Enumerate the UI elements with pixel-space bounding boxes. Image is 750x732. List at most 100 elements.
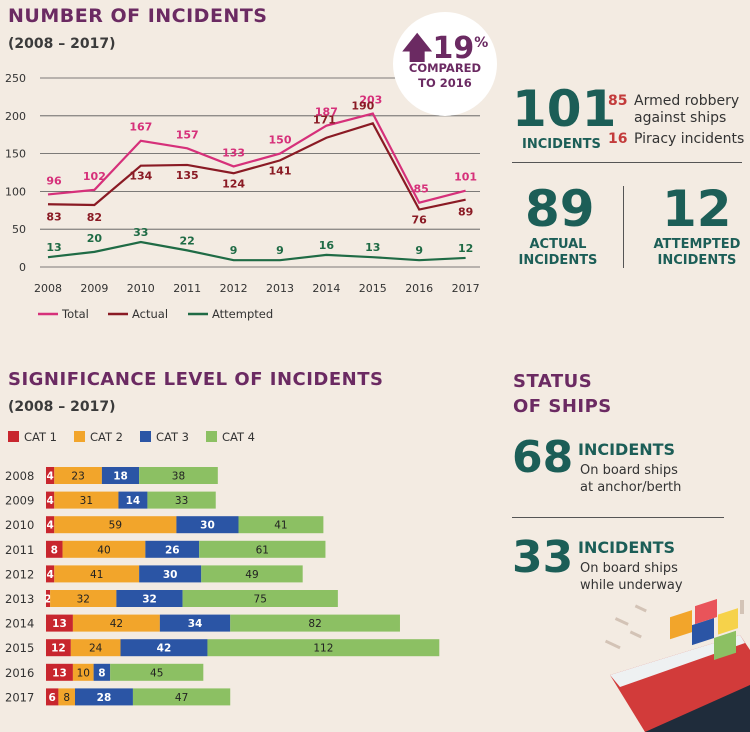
bar-segment <box>72 614 160 632</box>
bar-value-label: 4 <box>46 495 53 507</box>
data-label: 89 <box>458 206 473 219</box>
armed-robbery-label-1: Armed robbery <box>634 93 740 109</box>
y-tick-label: 150 <box>5 148 26 161</box>
container-blue <box>692 617 714 646</box>
bar-value-label: 18 <box>113 471 128 483</box>
bar-segment <box>62 540 146 558</box>
bar-value-label: 33 <box>175 495 188 507</box>
attempted-label-1: ATTEMPTED <box>653 237 741 252</box>
bar-segment <box>207 639 440 657</box>
category-label: 2009 <box>5 494 34 508</box>
data-label: 22 <box>180 234 195 247</box>
armed-robbery-label-2: against ships <box>634 110 727 126</box>
data-label: 124 <box>222 177 245 190</box>
category-label: 2012 <box>5 567 34 581</box>
data-label: 83 <box>46 210 61 223</box>
data-label: 85 <box>414 183 429 196</box>
bar-value-label: 8 <box>51 544 58 556</box>
container-ship-illustration <box>604 598 750 732</box>
attempted-label-2: INCIDENTS <box>657 253 737 268</box>
bar-segment <box>101 467 140 484</box>
ship-deck <box>610 635 745 687</box>
bar-segment <box>54 516 177 534</box>
bar-segment <box>46 540 63 558</box>
badge-value: 19 <box>432 31 475 66</box>
legend-label: Attempted <box>212 307 273 321</box>
bar-value-label: 59 <box>109 520 122 532</box>
bar-value-label: 10 <box>77 667 90 679</box>
category-label: 2011 <box>5 543 34 557</box>
bar-value-label: 28 <box>97 692 112 704</box>
data-label: 102 <box>83 170 106 183</box>
legend-label: CAT 4 <box>222 430 255 444</box>
data-label: 9 <box>276 244 284 257</box>
anchor-value: 68 <box>512 432 574 483</box>
legend-label: CAT 2 <box>90 430 123 444</box>
data-label: 9 <box>415 244 423 257</box>
bar-value-label: 32 <box>77 594 90 606</box>
bar-value-label: 8 <box>98 667 105 679</box>
bar-value-label: 14 <box>126 495 141 507</box>
badge-line1: COMPARED <box>408 61 482 75</box>
summary-vertical-divider <box>623 186 624 268</box>
bar-value-label: 12 <box>51 643 66 655</box>
y-tick-label: 50 <box>12 223 26 236</box>
bar-segment <box>46 565 55 583</box>
anchor-desc-2: at anchor/berth <box>580 480 682 495</box>
x-tick-label: 2012 <box>220 282 248 295</box>
armed-robbery-label: Armed robbery against ships <box>634 93 739 127</box>
bar-segment <box>118 491 148 509</box>
bar-value-label: 82 <box>308 618 321 630</box>
status-divider <box>512 517 724 518</box>
bar-segment <box>147 491 216 509</box>
bar-segment <box>120 639 208 657</box>
data-label: 12 <box>458 242 473 255</box>
line-chart-title: NUMBER OF INCIDENTS <box>8 5 268 27</box>
change-badge: 🡅19% COMPARED TO 2016 <box>393 12 497 116</box>
data-label: 171 <box>313 114 336 127</box>
bar-value-label: 47 <box>175 692 188 704</box>
x-tick-label: 2016 <box>405 282 433 295</box>
container-orange <box>670 610 692 640</box>
bar-value-label: 26 <box>165 544 180 556</box>
x-tick-label: 2009 <box>80 282 108 295</box>
bar-chart-title: SIGNIFICANCE LEVEL OF INCIDENTS <box>8 369 384 390</box>
bar-chart-subtitle: (2008 – 2017) <box>8 399 116 415</box>
data-label: 76 <box>412 214 428 227</box>
bar-segment <box>93 663 111 681</box>
status-title-2: OF SHIPS <box>513 396 612 417</box>
bar-value-label: 45 <box>150 667 163 679</box>
y-tick-label: 0 <box>19 261 26 274</box>
bar-segment <box>46 663 73 681</box>
bar-value-label: 49 <box>245 569 258 581</box>
data-label: 13 <box>46 241 61 254</box>
underway-desc-2: while underway <box>580 578 683 593</box>
total-incidents-value: 101 <box>512 80 617 138</box>
bar-segment <box>139 565 202 583</box>
legend-swatch <box>140 431 151 442</box>
category-label: 2014 <box>5 617 34 631</box>
bar-segment <box>50 590 117 607</box>
actual-label-2: INCIDENTS <box>518 253 598 268</box>
bar-segment <box>201 565 303 583</box>
bar-value-label: 42 <box>157 643 172 655</box>
legend-label: Actual <box>132 307 168 321</box>
water-wake-decoration <box>604 600 744 650</box>
bar-segment <box>116 590 183 607</box>
y-tick-label: 250 <box>5 72 26 85</box>
bar-segment <box>70 639 121 657</box>
anchor-desc-1: On board ships <box>580 463 678 478</box>
container-green <box>714 630 736 660</box>
data-label: 134 <box>129 170 152 183</box>
series-line-total <box>47 112 466 205</box>
bar-value-label: 24 <box>89 643 103 655</box>
bar-segment <box>54 491 119 509</box>
data-label: 13 <box>365 241 380 254</box>
legend-label: Total <box>61 307 89 321</box>
series-line-attempted <box>47 240 466 262</box>
x-tick-label: 2010 <box>127 282 155 295</box>
bar-value-label: 42 <box>110 618 123 630</box>
bar-segment <box>54 467 102 484</box>
piracy-label: Piracy incidents <box>634 131 745 147</box>
anchor-desc: On board ships at anchor/berth <box>580 462 681 496</box>
